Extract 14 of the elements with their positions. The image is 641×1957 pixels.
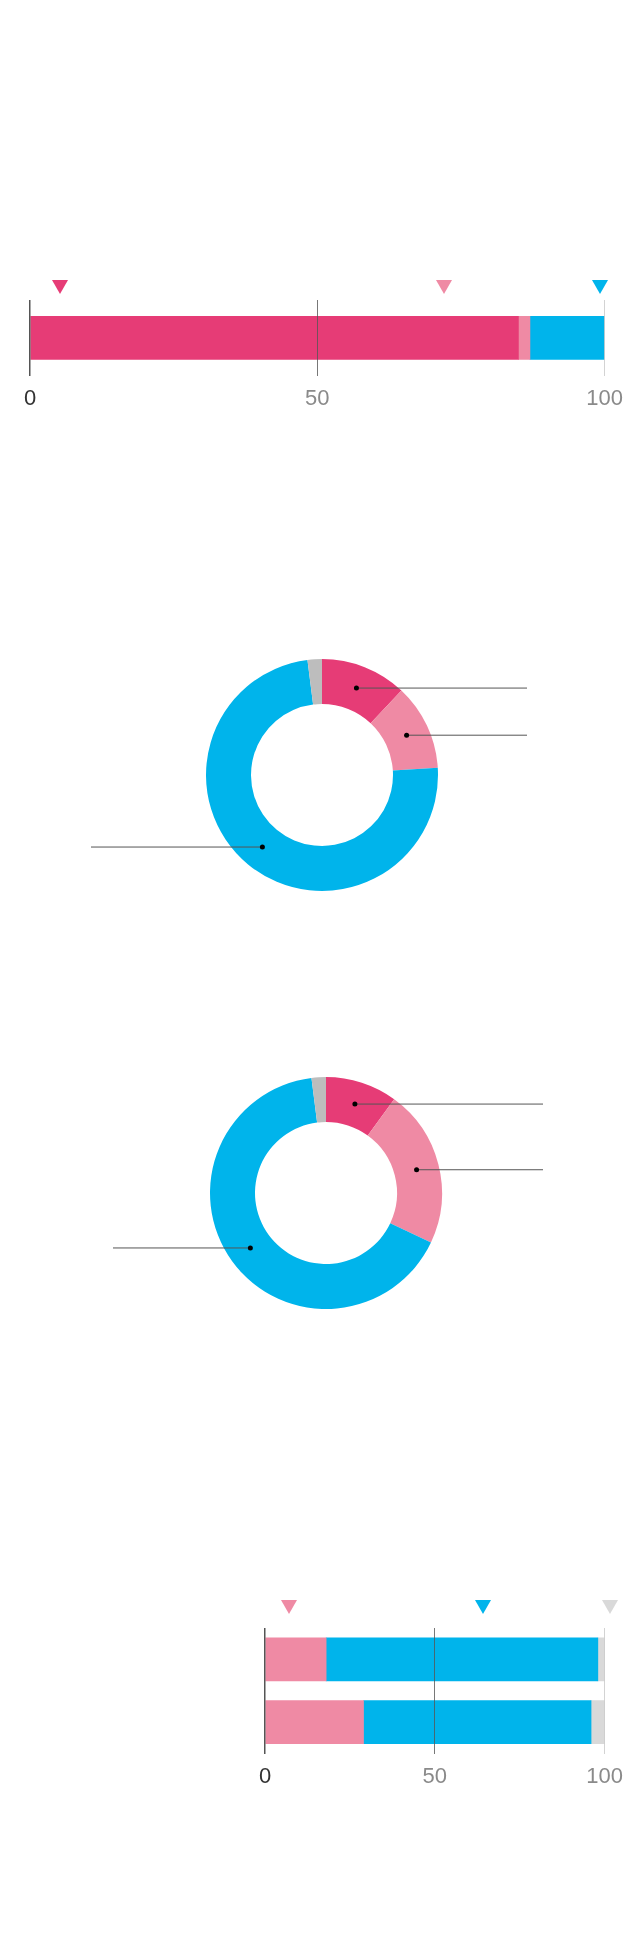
bar [325, 1637, 599, 1682]
x-tick-label: 50 [422, 1762, 448, 1788]
bar [265, 1700, 364, 1745]
x-tick-label: 0 [23, 384, 37, 410]
bar [590, 1700, 605, 1745]
bar [518, 315, 531, 360]
bar [30, 315, 519, 360]
x-tick-label: 100 [586, 1762, 624, 1788]
bar [265, 1637, 327, 1682]
x-tick-label: 100 [586, 384, 624, 410]
bar [363, 1700, 592, 1745]
x-tick-label: 0 [258, 1762, 272, 1788]
bar [529, 315, 605, 360]
x-tick-label: 50 [305, 384, 330, 410]
